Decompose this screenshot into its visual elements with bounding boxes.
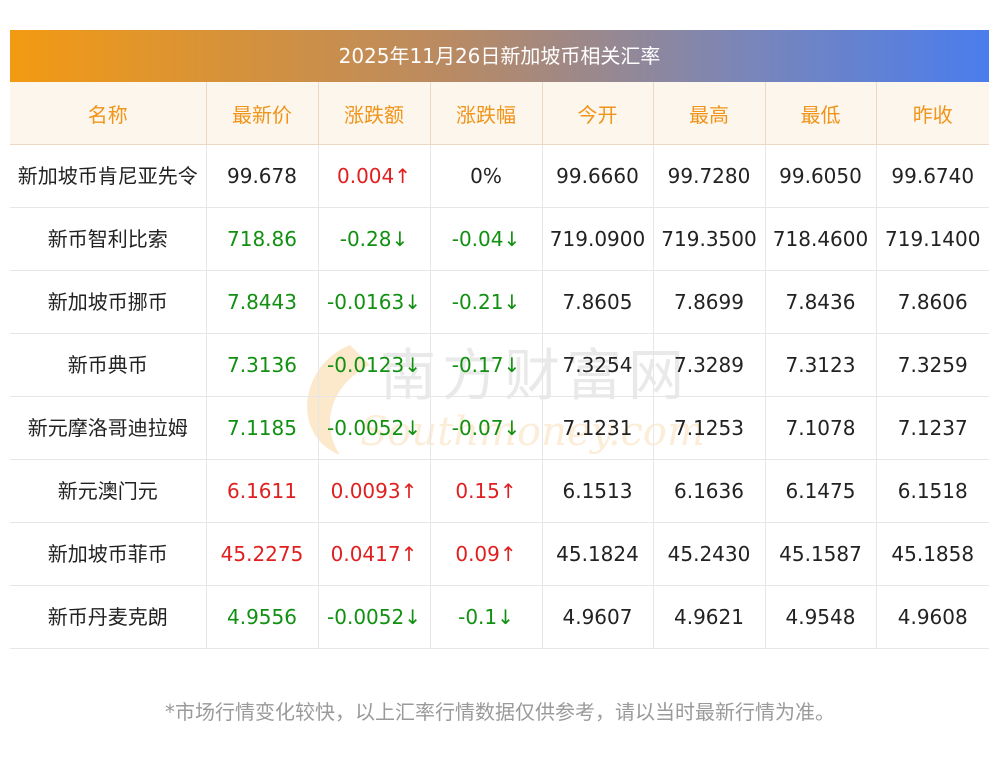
row-change: -0.28↓ <box>318 207 431 271</box>
row-change: -0.0052↓ <box>318 396 431 460</box>
row-change: -0.0123↓ <box>318 333 431 397</box>
row-low: 4.9548 <box>765 585 877 649</box>
row-change: 0.0417↑ <box>318 522 431 586</box>
row-name: 新加坡币菲币 <box>10 522 207 586</box>
table-row: 新加坡币肯尼亚先令 99.678 0.004↑ 0% 99.6660 99.7280 99.… <box>10 144 989 208</box>
rate-table-container: 2025年11月26日新加坡币相关汇率 名称 最新价 涨跌额 涨跌幅 今开 最高… <box>10 30 989 649</box>
table-row: 新加坡币挪币 7.8443 -0.0163↓ -0.21↓ 7.8605 7.8699 7.… <box>10 270 989 334</box>
row-prev-close: 6.1518 <box>876 459 989 523</box>
row-name: 新币典币 <box>10 333 207 397</box>
row-name: 新币智利比索 <box>10 207 207 271</box>
row-change-pct: 0% <box>430 144 543 208</box>
row-change: -0.0163↓ <box>318 270 431 334</box>
row-change: 0.0093↑ <box>318 459 431 523</box>
row-low: 7.1078 <box>765 396 877 460</box>
row-low: 6.1475 <box>765 459 877 523</box>
header-high: 最高 <box>653 82 766 145</box>
row-open: 99.6660 <box>542 144 654 208</box>
row-prev-close: 45.1858 <box>876 522 989 586</box>
row-latest: 6.1611 <box>206 459 319 523</box>
table-row: 新币智利比索 718.86 -0.28↓ -0.04↓ 719.0900 719.3500… <box>10 207 989 271</box>
row-name: 新加坡币挪币 <box>10 270 207 334</box>
row-open: 7.1231 <box>542 396 654 460</box>
row-prev-close: 4.9608 <box>876 585 989 649</box>
row-low: 7.3123 <box>765 333 877 397</box>
header-low: 最低 <box>765 82 877 145</box>
row-open: 719.0900 <box>542 207 654 271</box>
header-latest: 最新价 <box>206 82 319 145</box>
row-latest: 7.8443 <box>206 270 319 334</box>
row-open: 45.1824 <box>542 522 654 586</box>
row-high: 7.1253 <box>653 396 766 460</box>
row-low: 718.4600 <box>765 207 877 271</box>
row-latest: 45.2275 <box>206 522 319 586</box>
row-change-pct: -0.1↓ <box>430 585 543 649</box>
row-latest: 7.3136 <box>206 333 319 397</box>
row-high: 45.2430 <box>653 522 766 586</box>
row-latest: 4.9556 <box>206 585 319 649</box>
row-open: 7.3254 <box>542 333 654 397</box>
row-prev-close: 7.3259 <box>876 333 989 397</box>
row-high: 99.7280 <box>653 144 766 208</box>
row-high: 4.9621 <box>653 585 766 649</box>
table-row: 新元澳门元 6.1611 0.0093↑ 0.15↑ 6.1513 6.1636 6.147… <box>10 459 989 523</box>
row-open: 7.8605 <box>542 270 654 334</box>
row-low: 99.6050 <box>765 144 877 208</box>
row-high: 719.3500 <box>653 207 766 271</box>
row-change-pct: 0.09↑ <box>430 522 543 586</box>
table-row: 新元摩洛哥迪拉姆 7.1185 -0.0052↓ -0.07↓ 7.1231 7.1253… <box>10 396 989 460</box>
table-row: 新加坡币菲币 45.2275 0.0417↑ 0.09↑ 45.1824 45.2430 4… <box>10 522 989 586</box>
row-change: -0.0052↓ <box>318 585 431 649</box>
row-high: 7.3289 <box>653 333 766 397</box>
row-change-pct: 0.15↑ <box>430 459 543 523</box>
row-name: 新加坡币肯尼亚先令 <box>10 144 207 208</box>
row-prev-close: 99.6740 <box>876 144 989 208</box>
header-open: 今开 <box>542 82 654 145</box>
row-name: 新元澳门元 <box>10 459 207 523</box>
row-high: 7.8699 <box>653 270 766 334</box>
row-name: 新元摩洛哥迪拉姆 <box>10 396 207 460</box>
row-change: 0.004↑ <box>318 144 431 208</box>
row-open: 4.9607 <box>542 585 654 649</box>
row-prev-close: 7.8606 <box>876 270 989 334</box>
row-latest: 99.678 <box>206 144 319 208</box>
header-name: 名称 <box>10 82 207 145</box>
table-title: 2025年11月26日新加坡币相关汇率 <box>10 30 989 82</box>
row-name: 新币丹麦克朗 <box>10 585 207 649</box>
row-latest: 718.86 <box>206 207 319 271</box>
exchange-rate-table: 名称 最新价 涨跌额 涨跌幅 今开 最高 最低 昨收 新加坡币肯尼亚先令 99.6… <box>10 82 989 649</box>
header-prev-close: 昨收 <box>876 82 989 145</box>
row-change-pct: -0.17↓ <box>430 333 543 397</box>
header-change: 涨跌额 <box>318 82 431 145</box>
table-row: 新币丹麦克朗 4.9556 -0.0052↓ -0.1↓ 4.9607 4.9621 4.9… <box>10 585 989 649</box>
disclaimer-footer: *市场行情变化较快，以上汇率行情数据仅供参考，请以当时最新行情为准。 <box>165 700 835 724</box>
row-latest: 7.1185 <box>206 396 319 460</box>
row-change-pct: -0.07↓ <box>430 396 543 460</box>
table-row: 新币典币 7.3136 -0.0123↓ -0.17↓ 7.3254 7.3289 7.31… <box>10 333 989 397</box>
row-low: 45.1587 <box>765 522 877 586</box>
row-open: 6.1513 <box>542 459 654 523</box>
row-prev-close: 7.1237 <box>876 396 989 460</box>
header-row: 名称 最新价 涨跌额 涨跌幅 今开 最高 最低 昨收 <box>10 82 989 145</box>
row-low: 7.8436 <box>765 270 877 334</box>
row-high: 6.1636 <box>653 459 766 523</box>
header-change-pct: 涨跌幅 <box>430 82 543 145</box>
row-prev-close: 719.1400 <box>876 207 989 271</box>
row-change-pct: -0.04↓ <box>430 207 543 271</box>
row-change-pct: -0.21↓ <box>430 270 543 334</box>
